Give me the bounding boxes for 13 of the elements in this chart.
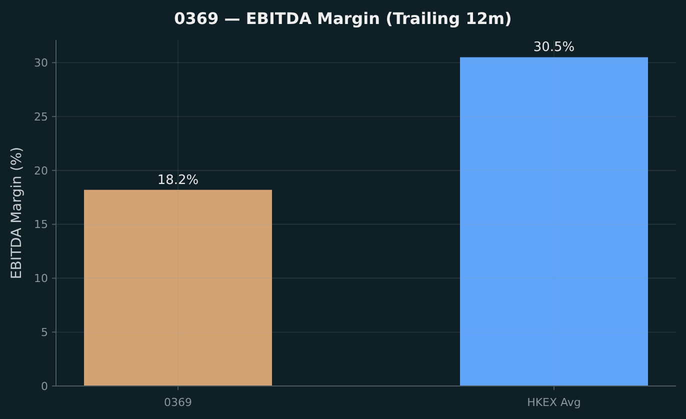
x-tick-label: 0369 bbox=[164, 396, 192, 409]
y-tick-label: 30 bbox=[34, 56, 48, 70]
y-tick-label: 25 bbox=[34, 110, 48, 124]
y-axis-title: EBITDA Margin (%) bbox=[9, 146, 25, 280]
y-tick-label: 0 bbox=[41, 380, 48, 393]
y-tick-label: 5 bbox=[41, 326, 48, 339]
y-tick-label: 15 bbox=[34, 218, 48, 232]
data-label: 30.5% bbox=[533, 40, 575, 56]
x-tick-label: HKEX Avg bbox=[527, 396, 581, 409]
data-label: 18.2% bbox=[157, 172, 199, 188]
y-tick-label: 10 bbox=[34, 272, 48, 286]
chart-title: 0369 — EBITDA Margin (Trailing 12m) bbox=[174, 9, 512, 28]
y-tick-label: 20 bbox=[34, 164, 48, 178]
